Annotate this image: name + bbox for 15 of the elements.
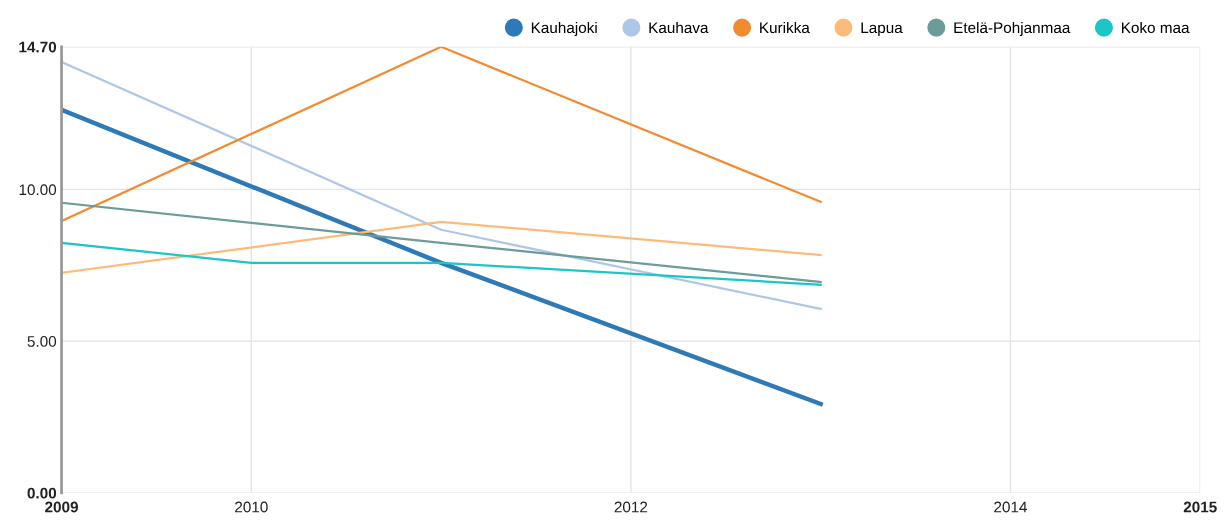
x-tick-label: 2010 [235, 501, 268, 513]
legend-label: Kauhava [649, 21, 709, 34]
legend-label: Koko maa [1122, 21, 1190, 34]
x-tick-label: 2015 [1183, 501, 1217, 513]
x-tick-label: 2009 [45, 501, 78, 513]
y-tick-label: 14.70 [19, 41, 57, 53]
y-tick-label: 5.00 [27, 336, 57, 347]
x-tick-label: 2014 [994, 501, 1027, 513]
legend-label: Etelä-Pohjanmaa [954, 21, 1071, 37]
legend-label: Kurikka [760, 21, 810, 34]
x-tick-label: 2012 [614, 501, 648, 513]
y-tick-label: 10.00 [19, 184, 57, 196]
legend-label: Kauhajoki [531, 21, 597, 37]
legend-label: Lapua [861, 22, 903, 37]
y-tick-label: 0.00 [27, 487, 57, 499]
